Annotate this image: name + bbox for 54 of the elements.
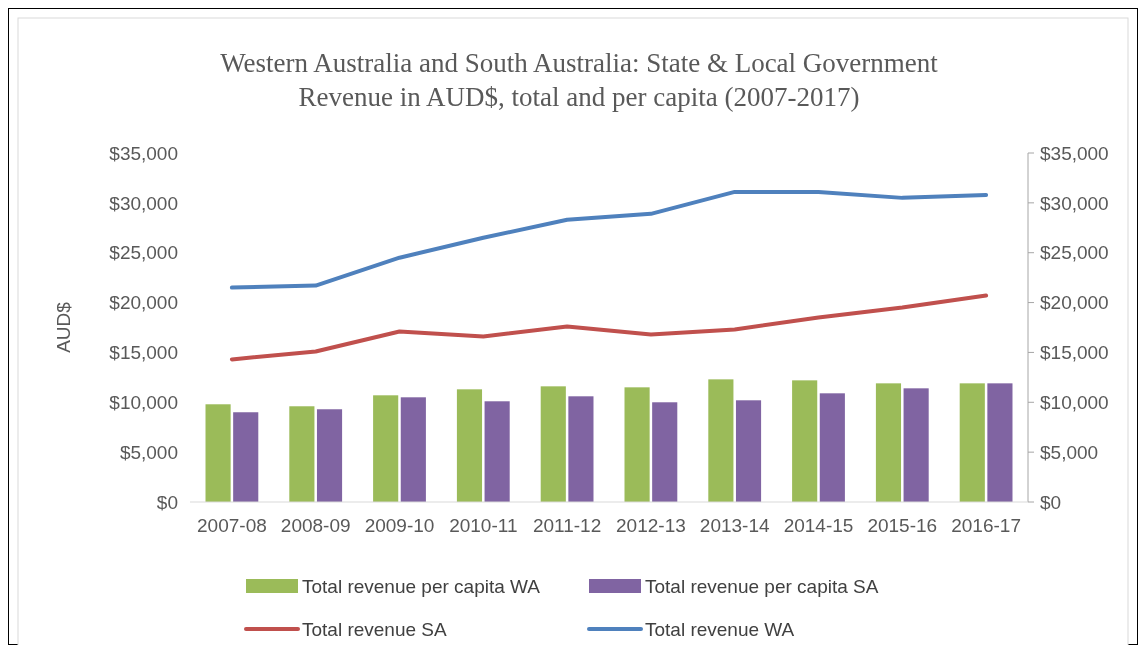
legend-label: Total revenue per capita SA	[645, 575, 879, 597]
legend-label: Total revenue SA	[302, 618, 448, 640]
bar	[652, 402, 678, 502]
y2-tick-label: $15,000	[1040, 342, 1109, 364]
y-tick-label: $25,000	[109, 242, 178, 264]
bar	[792, 380, 818, 502]
y2-tick-label: $0	[1040, 491, 1062, 513]
x-tick-label: 2015-16	[867, 515, 938, 536]
y2-tick-label: $30,000	[1040, 192, 1109, 214]
bar	[987, 383, 1013, 502]
line-series	[229, 293, 989, 362]
bar	[316, 409, 343, 502]
y2-tick-label: $10,000	[1040, 391, 1109, 413]
y-tick-label: $20,000	[109, 292, 178, 314]
x-tick-label: 2011-12	[532, 515, 602, 536]
x-tick-label: 2009-10	[364, 515, 435, 536]
bar	[540, 386, 566, 502]
x-tick-label: 2008-09	[280, 515, 351, 536]
bar	[735, 400, 762, 502]
x-tick-label: 2016-17	[951, 515, 1021, 536]
line-series	[229, 189, 989, 290]
y-tick-label: $5,000	[119, 441, 178, 463]
y-tick-label: $15,000	[109, 342, 178, 364]
y-tick-label: $30,000	[109, 192, 178, 214]
y-axis-title: AUD$	[53, 301, 74, 353]
y-tick-label: $0	[156, 491, 178, 513]
chart-title: Western Australia and South Australia: State & Local Government Revenue in AUD$, total and per capita (2007-2017)	[220, 48, 939, 112]
bar	[205, 404, 231, 502]
y-tick-label: $35,000	[109, 142, 178, 164]
bar	[819, 393, 845, 502]
y2-tick-label: $20,000	[1040, 292, 1109, 314]
bar	[959, 383, 985, 502]
bar	[568, 396, 594, 502]
y2-tick-label: $25,000	[1040, 242, 1109, 264]
y2-tick-label: $35,000	[1040, 142, 1109, 164]
bar	[400, 397, 426, 502]
bar	[875, 383, 902, 502]
bar	[289, 406, 315, 502]
y2-tick-label: $5,000	[1040, 441, 1099, 463]
bar	[708, 379, 734, 502]
y-tick-label: $10,000	[109, 391, 178, 413]
bar	[233, 412, 259, 502]
x-tick-label: 2010-11	[449, 515, 518, 536]
x-tick-label: 2007-08	[197, 515, 267, 536]
bar	[456, 389, 483, 502]
x-tick-label: 2014-15	[783, 515, 854, 536]
legend-label: Total revenue WA	[645, 618, 795, 640]
x-tick-label: 2013-14	[699, 515, 770, 536]
bar	[484, 401, 510, 502]
bar	[903, 388, 929, 502]
bar	[373, 395, 399, 502]
x-tick-label: 2012-13	[616, 515, 686, 536]
legend-label: Total revenue per capita WA	[302, 575, 541, 597]
bar	[624, 387, 650, 502]
